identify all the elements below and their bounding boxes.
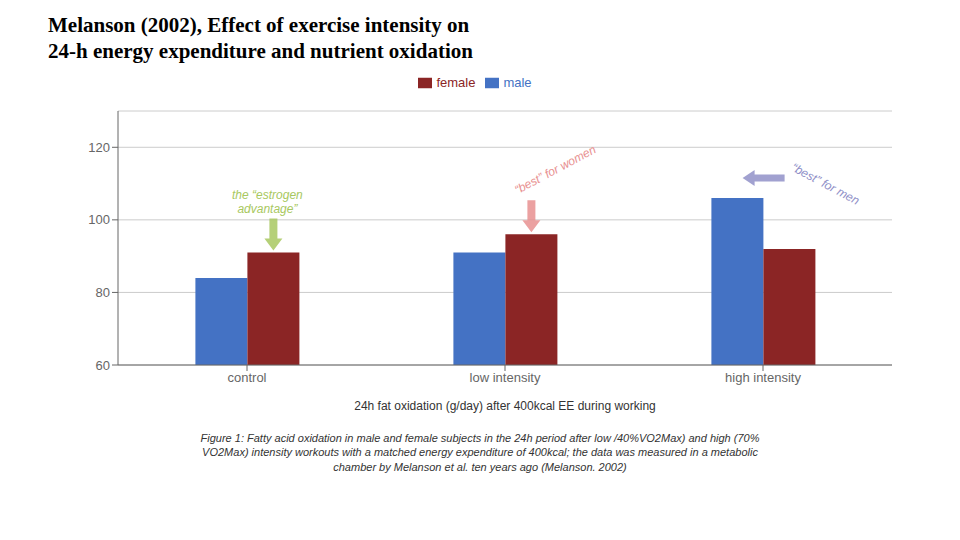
svg-text:the “estrogenadvantage”: the “estrogenadvantage” — [232, 187, 303, 215]
svg-text:120: 120 — [88, 139, 110, 154]
html-text:Figure 1: Fatty acid oxidation: Figure 1: Fatty acid oxidation in male a… — [200, 431, 760, 474]
svg-text:80: 80 — [96, 285, 110, 300]
svg-text:high intensity: high intensity — [725, 370, 801, 385]
svg-text:low intensity: low intensity — [470, 370, 541, 385]
svg-text:100: 100 — [88, 212, 110, 227]
html-text:male: male — [503, 74, 532, 90]
svg-text:60: 60 — [96, 357, 110, 372]
svg-text:“best” for men: “best” for men — [789, 160, 862, 208]
svg-text:24h fat oxidation (g/day) afte: 24h fat oxidation (g/day) after 400kcal … — [354, 399, 656, 413]
html-text:female: female — [436, 74, 476, 90]
svg-text:“best” for women: “best” for women — [512, 142, 598, 197]
html-text:24-h energy expenditure and nu: 24-h energy expenditure and nutrient oxi… — [48, 39, 473, 64]
svg-text:control: control — [227, 370, 266, 385]
html-text:Melanson (2002), Effect of exe: Melanson (2002), Effect of exercise inte… — [48, 13, 470, 37]
